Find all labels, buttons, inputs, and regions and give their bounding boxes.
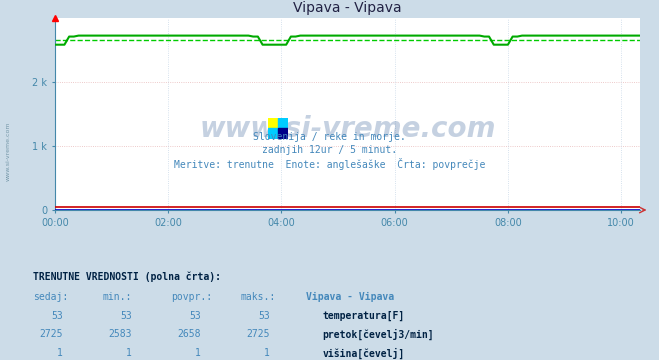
Bar bbox=[278, 118, 288, 129]
Text: 1: 1 bbox=[264, 348, 270, 358]
Text: 2725: 2725 bbox=[246, 329, 270, 339]
Text: Meritve: trenutne  Enote: anglešaške  Črta: povprečje: Meritve: trenutne Enote: anglešaške Črta… bbox=[174, 158, 485, 170]
Text: 1: 1 bbox=[195, 348, 201, 358]
Title: Vipava - Vipava: Vipava - Vipava bbox=[293, 1, 402, 15]
Text: 1: 1 bbox=[126, 348, 132, 358]
Text: min.:: min.: bbox=[102, 292, 132, 302]
Text: 53: 53 bbox=[189, 311, 201, 320]
Text: zadnjih 12ur / 5 minut.: zadnjih 12ur / 5 minut. bbox=[262, 145, 397, 155]
Text: pretok[čevelj3/min]: pretok[čevelj3/min] bbox=[322, 329, 434, 341]
Text: povpr.:: povpr.: bbox=[171, 292, 212, 302]
Text: 1: 1 bbox=[57, 348, 63, 358]
Bar bbox=[278, 129, 288, 139]
Text: 2725: 2725 bbox=[39, 329, 63, 339]
Text: 2583: 2583 bbox=[108, 329, 132, 339]
Bar bbox=[268, 118, 278, 129]
Text: TRENUTNE VREDNOSTI (polna črta):: TRENUTNE VREDNOSTI (polna črta): bbox=[33, 272, 221, 283]
Text: 53: 53 bbox=[258, 311, 270, 320]
Text: temperatura[F]: temperatura[F] bbox=[322, 311, 405, 321]
Bar bbox=[268, 129, 278, 139]
Text: www.si-vreme.com: www.si-vreme.com bbox=[5, 121, 11, 181]
Text: višina[čevelj]: višina[čevelj] bbox=[322, 348, 405, 359]
Text: maks.:: maks.: bbox=[241, 292, 275, 302]
Text: sedaj:: sedaj: bbox=[33, 292, 68, 302]
Text: 2658: 2658 bbox=[177, 329, 201, 339]
Text: Slovenija / reke in morje.: Slovenija / reke in morje. bbox=[253, 132, 406, 142]
Text: 53: 53 bbox=[51, 311, 63, 320]
Text: Vipava - Vipava: Vipava - Vipava bbox=[306, 292, 395, 302]
Text: 53: 53 bbox=[120, 311, 132, 320]
Text: www.si-vreme.com: www.si-vreme.com bbox=[199, 115, 496, 143]
